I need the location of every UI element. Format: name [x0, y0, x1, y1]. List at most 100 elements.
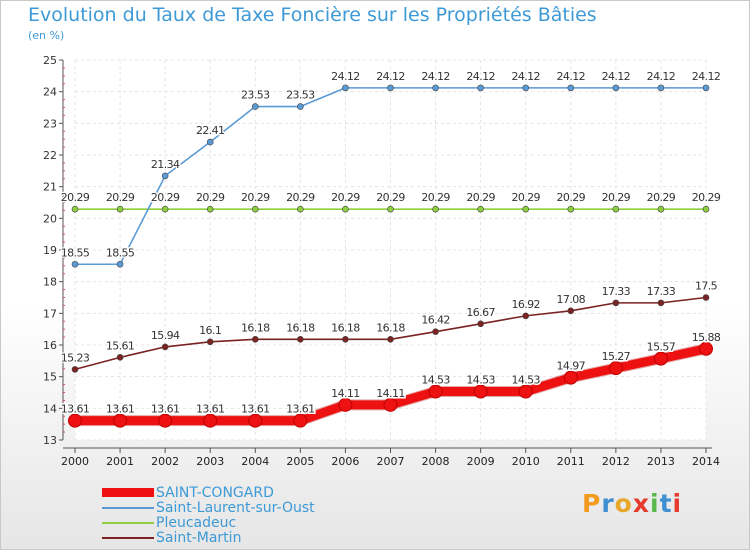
data-label: 20.29 [421, 191, 450, 204]
data-point [612, 84, 620, 92]
data-label: 21.34 [151, 158, 180, 171]
data-label: 16.42 [421, 314, 450, 327]
data-label: 13.61 [61, 403, 90, 416]
data-point [297, 335, 304, 343]
data-point [251, 335, 259, 343]
y-tick-label: 23 [43, 117, 57, 130]
data-point [432, 205, 439, 213]
data-point [387, 205, 394, 213]
data-label: 20.29 [511, 191, 540, 204]
data-label: 22.41 [196, 124, 225, 137]
data-label: 13.61 [241, 403, 270, 416]
data-point [203, 413, 218, 428]
data-point [161, 205, 169, 213]
data-label: 13.61 [196, 403, 225, 416]
x-tick-label: 2008 [422, 455, 450, 468]
data-point [657, 205, 665, 213]
data-label: 14.53 [421, 374, 450, 387]
data-point [612, 299, 620, 307]
data-label: 16.18 [286, 321, 315, 334]
data-point [473, 384, 488, 399]
data-point [206, 338, 214, 346]
data-point [477, 84, 484, 92]
legend-item-saint-laurent-sur-oust: Saint-Laurent-sur-Oust [102, 499, 315, 516]
data-point [653, 351, 668, 366]
data-label: 24.12 [331, 70, 360, 83]
data-label: 24.12 [647, 70, 676, 83]
data-point [432, 328, 439, 336]
data-label: 17.33 [602, 285, 631, 298]
legend-swatch [102, 536, 154, 539]
data-label: 14.53 [511, 374, 540, 387]
legend-swatch [102, 521, 154, 524]
data-label: 15.88 [692, 331, 721, 344]
data-label: 24.12 [602, 70, 631, 83]
data-label: 20.29 [602, 191, 631, 204]
data-point [293, 413, 308, 428]
chart-unit-label: (en %) [28, 29, 65, 42]
data-point [342, 335, 349, 343]
logo-letter: o [614, 489, 633, 518]
data-label: 13.61 [106, 403, 135, 416]
data-point [699, 341, 713, 356]
data-point [428, 384, 443, 399]
data-label: 20.29 [151, 191, 180, 204]
data-point [567, 205, 575, 213]
y-tick-label: 20 [43, 212, 57, 225]
legend-label: Saint-Laurent-sur-Oust [156, 499, 315, 516]
x-tick-label: 2010 [512, 455, 540, 468]
data-point [567, 84, 575, 92]
x-tick-label: 2004 [241, 455, 269, 468]
y-tick-label: 25 [43, 54, 57, 67]
data-label: 24.12 [466, 70, 495, 83]
y-tick-label: 18 [43, 276, 57, 289]
data-point [206, 205, 214, 213]
data-label: 20.29 [331, 191, 360, 204]
x-tick-label: 2000 [61, 455, 89, 468]
data-label: 18.55 [106, 246, 135, 259]
data-label: 16.18 [241, 321, 270, 334]
data-label: 13.61 [151, 403, 180, 416]
y-tick-label: 22 [43, 149, 57, 162]
data-point [387, 335, 394, 343]
x-tick-label: 2012 [602, 455, 630, 468]
data-point [251, 205, 259, 213]
data-point [158, 413, 173, 428]
data-label: 15.61 [106, 339, 135, 352]
data-point [702, 205, 710, 213]
y-tick-label: 19 [43, 244, 57, 257]
data-point [567, 307, 575, 315]
data-point [116, 260, 124, 268]
data-label: 16.67 [466, 306, 495, 319]
logo-letter: x [632, 489, 650, 518]
logo-letter: r [601, 489, 615, 518]
x-tick-label: 2001 [106, 455, 134, 468]
data-label: 23.53 [241, 89, 270, 102]
data-label: 20.29 [61, 191, 90, 204]
logo-letter: i [650, 489, 660, 518]
data-point [342, 205, 349, 213]
data-point [477, 320, 484, 328]
legend-item-saint-congard: SAINT-CONGARD [102, 485, 274, 501]
data-label: 16.92 [511, 298, 540, 311]
data-label: 15.57 [647, 341, 676, 354]
data-label: 20.29 [376, 191, 405, 204]
logo-letter: t [659, 489, 673, 518]
proxiti-logo: Proxiti [582, 489, 682, 518]
data-label: 24.12 [421, 70, 450, 83]
data-label: 23.53 [286, 89, 315, 102]
data-label: 17.33 [647, 285, 676, 298]
legend-item-pleucadeuc: Pleucadeuc [102, 515, 236, 531]
data-point [71, 260, 79, 268]
data-label: 18.55 [61, 246, 90, 259]
data-label: 24.12 [692, 70, 721, 83]
data-label: 16.18 [376, 321, 405, 334]
logo-letter: P [582, 489, 602, 518]
data-label: 15.94 [151, 329, 180, 342]
data-point [161, 343, 169, 351]
data-label: 14.53 [466, 374, 495, 387]
data-point [518, 384, 533, 399]
data-label: 20.29 [692, 191, 721, 204]
data-label: 20.29 [196, 191, 225, 204]
data-point [522, 205, 530, 213]
